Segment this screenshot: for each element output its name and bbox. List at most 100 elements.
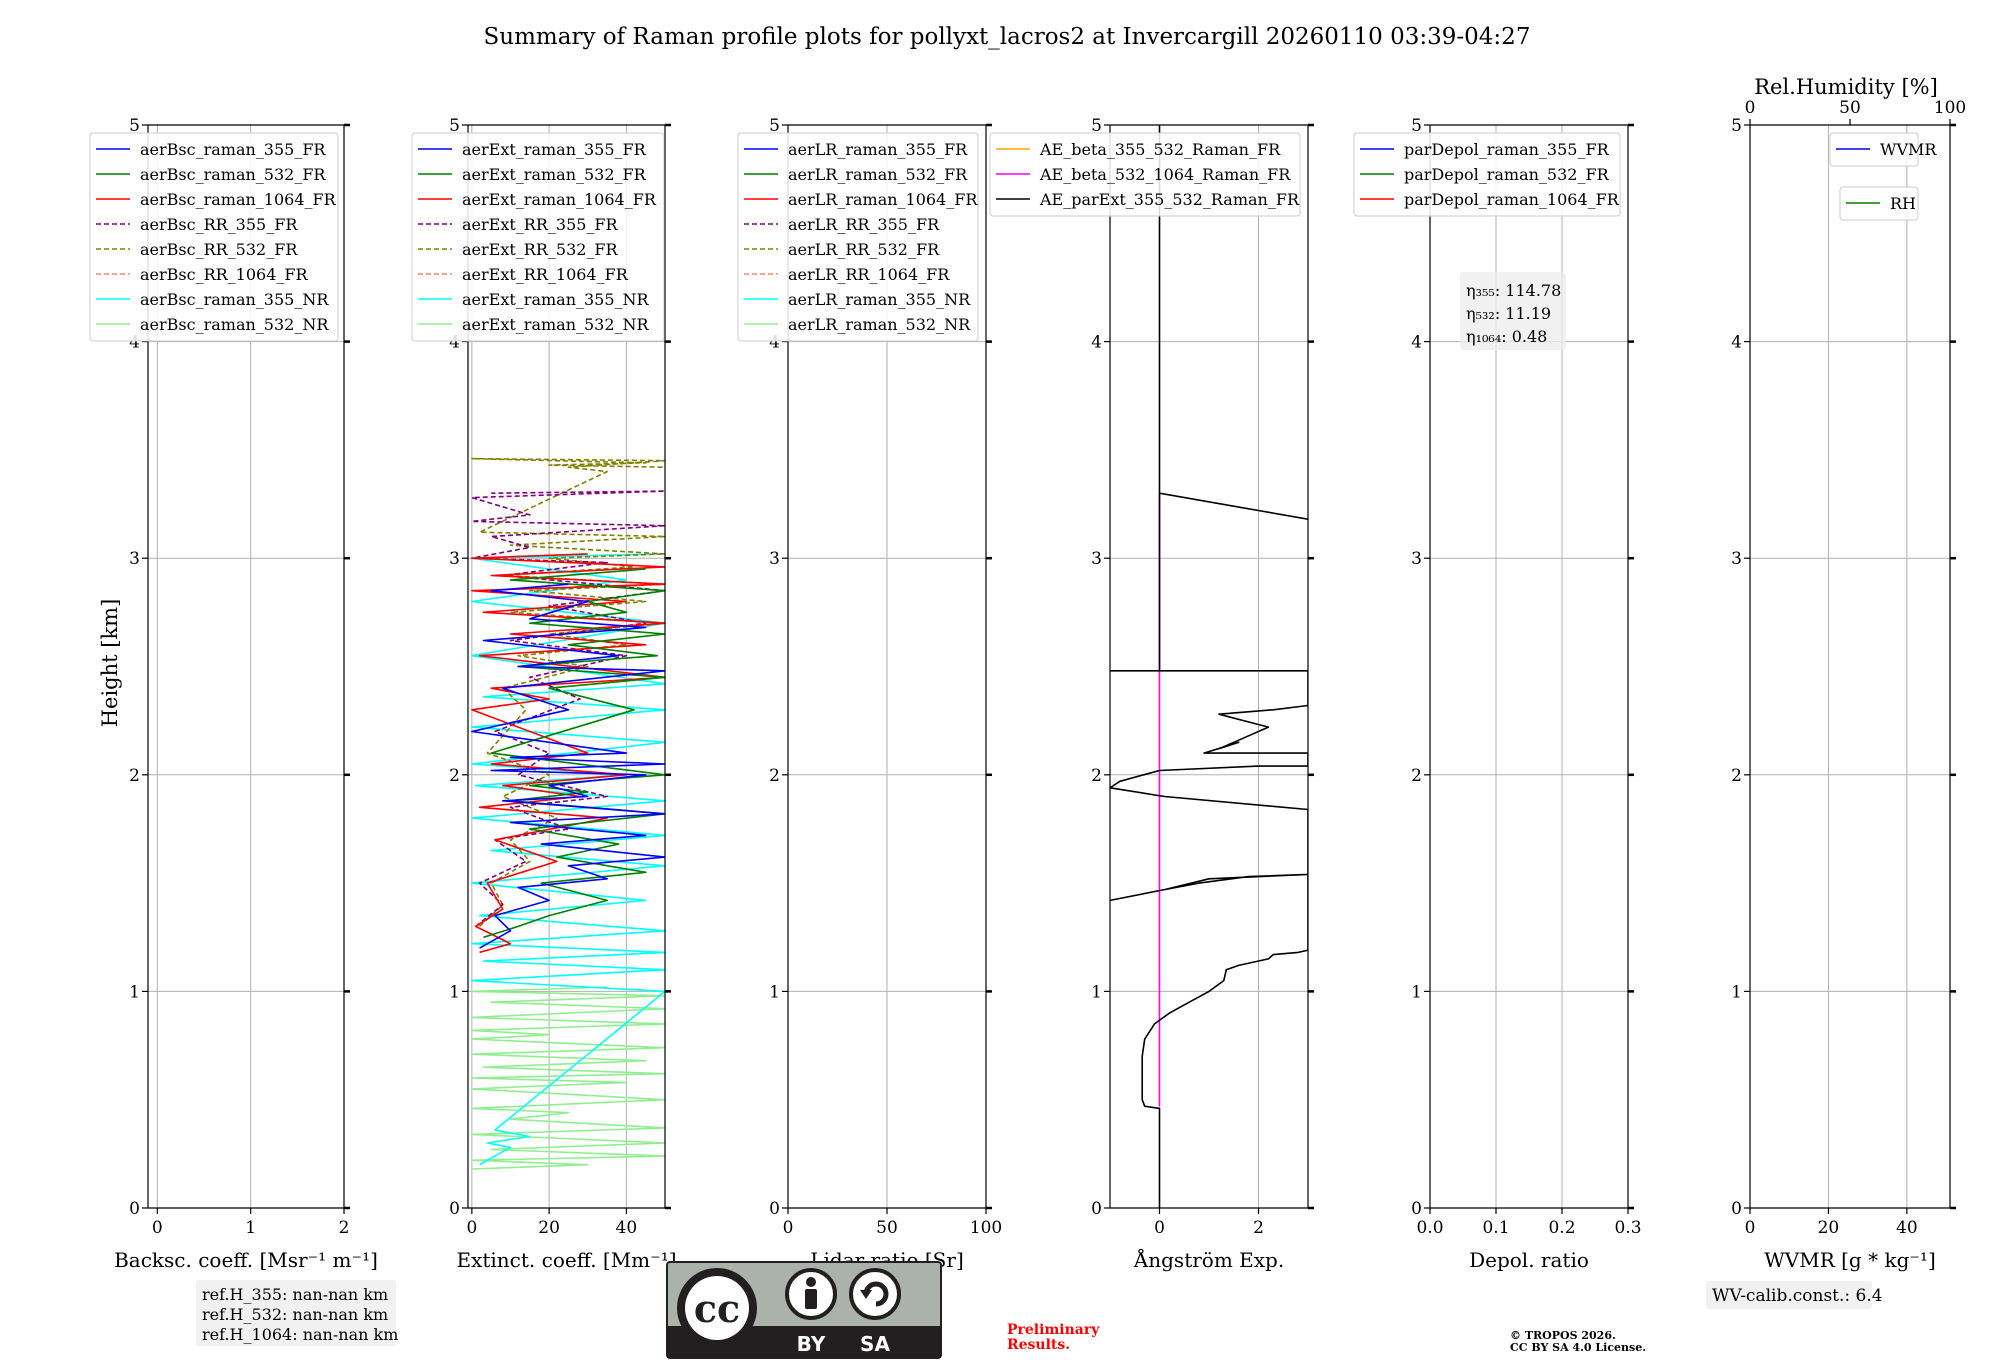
eta-value: η₅₃₂: 11.19 — [1466, 304, 1551, 323]
copyright-line1: © TROPOS 2026. — [1510, 1329, 1616, 1342]
y-tick-label: 0 — [1731, 1199, 1742, 1219]
x-tick-label: 0 — [152, 1218, 163, 1238]
cc-by-sa-license-logo: cc BY SA — [666, 1261, 942, 1359]
panel-ext: 0 20 40 0 1 2 3 4 5 Extinct. coeff. [Mm⁻¹] aerExt_… — [411, 116, 677, 1272]
y-tick-label: 1 — [1731, 982, 1742, 1002]
legend-label: parDepol_raman_532_FR — [1404, 165, 1610, 184]
cc-logo-text: cc — [694, 1286, 740, 1331]
y-tick-label: 3 — [129, 549, 140, 569]
x-tick-label: 2 — [1253, 1218, 1264, 1238]
preliminary-text-line1: Preliminary — [1007, 1322, 1100, 1338]
y-tick-label: 5 — [1091, 116, 1102, 136]
series-line-aerExt_raman_532_NR — [471, 986, 665, 1170]
y-tick-label: 0 — [1411, 1199, 1422, 1219]
y-tick-label: 5 — [449, 116, 460, 136]
ref-h-355: ref.H_355: nan-nan km — [202, 1285, 388, 1304]
y-tick-label: 4 — [449, 333, 460, 353]
x-tick-label: 40 — [1896, 1218, 1918, 1238]
legend-label: aerBsc_raman_532_NR — [140, 315, 329, 334]
y-tick-label: 5 — [769, 116, 780, 136]
series-line-AE_parExt_355_532_Raman_FR — [1110, 125, 1308, 1208]
figure-title: Summary of Raman profile plots for polly… — [484, 24, 1531, 50]
share-alike-icon — [849, 1268, 901, 1320]
y-tick-label: 0 — [769, 1199, 780, 1219]
x-tick-label: 0 — [1154, 1218, 1165, 1238]
legend-label: aerExt_RR_1064_FR — [462, 265, 629, 284]
series-line-aerExt_raman_355_FR — [471, 583, 665, 949]
legend-frame — [737, 132, 979, 342]
x-tick-label: 0.3 — [1614, 1218, 1641, 1238]
legend-frame — [989, 132, 1301, 217]
x-axis-label: Depol. ratio — [1469, 1248, 1589, 1272]
legend-label: aerBsc_RR_532_FR — [140, 240, 298, 259]
ref-h-532: ref.H_532: nan-nan km — [202, 1305, 388, 1324]
x-tick-label: 40 — [616, 1218, 638, 1238]
legend: AE_beta_355_532_Raman_FR AE_beta_532_1064… — [989, 132, 1301, 217]
top-x-tick-label: 0 — [1745, 98, 1756, 118]
x-tick-label: 0 — [466, 1218, 477, 1238]
rh-axis-label: Rel.Humidity [%] — [1754, 75, 1938, 99]
y-tick-label: 2 — [129, 766, 140, 786]
y-tick-label: 1 — [449, 982, 460, 1002]
legend: WVMR — [1829, 132, 1937, 167]
legend-label: aerExt_raman_1064_FR — [462, 190, 657, 209]
legend-label: aerLR_RR_532_FR — [788, 240, 940, 259]
x-tick-label: 50 — [876, 1218, 898, 1238]
legend-label: aerLR_RR_355_FR — [788, 215, 940, 234]
y-tick-label: 4 — [769, 333, 780, 353]
y-tick-label: 1 — [1411, 982, 1422, 1002]
series-group — [1110, 125, 1308, 1208]
y-tick-label: 2 — [449, 766, 460, 786]
ref-h-1064: ref.H_1064: nan-nan km — [202, 1325, 398, 1344]
legend-label: parDepol_raman_1064_FR — [1404, 190, 1620, 209]
legend-label: aerExt_raman_355_NR — [462, 290, 650, 309]
wv-calibration-constant: WV-calib.const.: 6.4 — [1712, 1286, 1883, 1306]
legend-label: aerExt_raman_532_FR — [462, 165, 647, 184]
preliminary-text-line2: Results. — [1007, 1337, 1070, 1353]
x-tick-label: 100 — [970, 1218, 1002, 1238]
legend-label: aerExt_raman_355_FR — [462, 140, 647, 159]
legend-label: AE_beta_355_532_Raman_FR — [1039, 140, 1281, 159]
y-tick-label: 3 — [1411, 549, 1422, 569]
y-tick-label: 4 — [1411, 333, 1422, 353]
x-axis-label: Extinct. coeff. [Mm⁻¹] — [456, 1248, 676, 1272]
license-by-text: BY — [797, 1332, 826, 1356]
y-tick-label: 0 — [129, 1199, 140, 1219]
eta-box-bg — [1460, 272, 1566, 350]
y-tick-label: 1 — [1091, 982, 1102, 1002]
y-tick-label: 3 — [449, 549, 460, 569]
y-tick-label: 1 — [769, 982, 780, 1002]
top-x-tick-label: 100 — [1934, 98, 1966, 118]
legend-label: aerLR_raman_532_FR — [788, 165, 968, 184]
x-axis-label: Backsc. coeff. [Msr⁻¹ m⁻¹] — [114, 1248, 378, 1272]
eta-value: η₃₅₅: 114.78 — [1466, 281, 1561, 300]
panel-ae: 0 2 0 1 2 3 4 5 Ångström Exp. AE_beta_355_532_Ram… — [989, 116, 1314, 1272]
legend-label: aerExt_RR_355_FR — [462, 215, 619, 234]
legend: aerLR_raman_355_FR aerLR_raman_532_FR aerL… — [737, 132, 979, 342]
y-tick-label: 2 — [1411, 766, 1422, 786]
legend-label: parDepol_raman_355_FR — [1404, 140, 1610, 159]
top-x-tick-label: 50 — [1839, 98, 1861, 118]
legend: aerBsc_raman_355_FR aerBsc_raman_532_FRae… — [89, 132, 339, 342]
legend-label: aerBsc_raman_355_FR — [140, 140, 326, 159]
legend-label: aerLR_RR_1064_FR — [788, 265, 950, 284]
y-tick-label: 4 — [1731, 333, 1742, 353]
x-axis-label: Ångström Exp. — [1133, 1247, 1284, 1272]
x-tick-label: 1 — [245, 1218, 256, 1238]
y-tick-label: 0 — [1091, 1199, 1102, 1219]
x-tick-label: 0.1 — [1482, 1218, 1509, 1238]
y-tick-label: 4 — [129, 333, 140, 353]
wv-calibration-box: WV-calib.const.: 6.4 — [1706, 1281, 1883, 1309]
legend-label: aerBsc_RR_355_FR — [140, 215, 298, 234]
legend-label: aerLR_raman_355_NR — [788, 290, 971, 309]
legend-label: aerBsc_RR_1064_FR — [140, 265, 309, 284]
y-tick-label: 4 — [1091, 333, 1102, 353]
x-tick-label: 20 — [538, 1218, 560, 1238]
eta-value: η₁₀₆₄: 0.48 — [1466, 327, 1547, 346]
x-tick-label: 2 — [339, 1218, 350, 1238]
legend-label: aerBsc_raman_1064_FR — [140, 190, 337, 209]
legend-frame — [411, 132, 665, 342]
legend-label: aerBsc_raman_532_FR — [140, 165, 326, 184]
series-line-aerExt_RR_355_FR — [471, 490, 665, 928]
